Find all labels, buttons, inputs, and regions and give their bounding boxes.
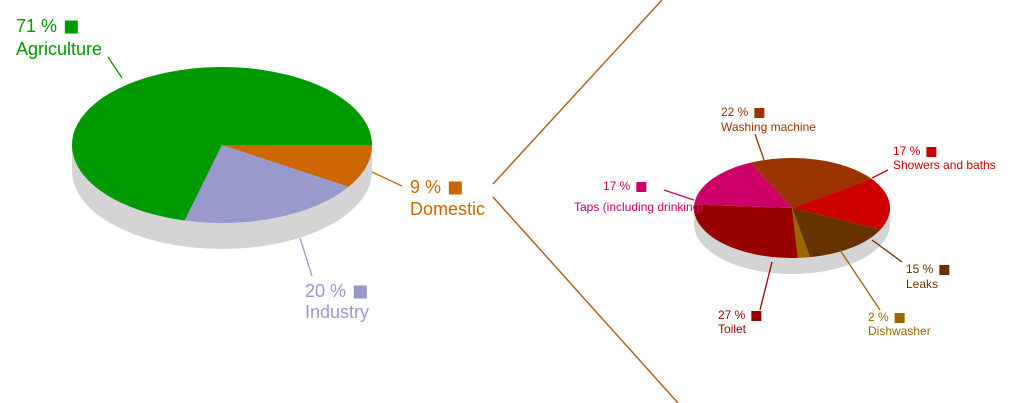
legend-swatch (751, 311, 762, 321)
legend-swatch (939, 265, 950, 275)
pie-slice (184, 145, 349, 223)
legend-swatch (353, 285, 367, 299)
value-label: 17 % (893, 144, 921, 158)
legend-swatch (894, 313, 905, 323)
value-label: 17 % (603, 179, 631, 193)
leader-line (107, 56, 123, 79)
value-label: 20 % (305, 281, 346, 301)
value-label: 2 % (868, 310, 889, 324)
leader-line (871, 239, 903, 263)
legend-swatch (636, 182, 647, 192)
category-label: Showers and baths (893, 158, 996, 172)
category-label: Industry (305, 302, 369, 322)
legend-swatch (754, 108, 765, 118)
category-label: Taps (including drinking) (574, 200, 703, 214)
leader-line (299, 237, 313, 277)
value-label: 71 % (16, 16, 57, 36)
category-label: Washing machine (721, 120, 816, 134)
category-label: Domestic (410, 199, 485, 219)
leader-line (759, 261, 773, 311)
pie-slice (750, 158, 872, 208)
pie-slice (792, 208, 881, 258)
legend-swatch (448, 181, 462, 195)
leader-line (371, 171, 403, 187)
leader-line (871, 169, 889, 179)
leader-line (754, 133, 765, 161)
pie-slice (694, 162, 792, 208)
pie-slice (693, 204, 798, 258)
value-label: 15 % (906, 262, 934, 276)
pie-slice (222, 145, 372, 187)
category-label: Dishwasher (868, 324, 931, 338)
pie-slice (792, 208, 811, 258)
connector-line (492, 0, 663, 185)
pie-slice (72, 67, 372, 221)
category-label: Leaks (906, 277, 938, 291)
leader-line (663, 189, 695, 201)
connector-line (492, 196, 679, 403)
pie: 71 % Agriculture 20 %Industry 9 %Domestic (16, 16, 485, 322)
value-label: 27 % (718, 308, 746, 322)
category-label: Agriculture (16, 39, 102, 59)
leader-line (839, 249, 881, 311)
legend-swatch (926, 147, 937, 157)
connector-lines (492, 0, 679, 403)
value-label: 9 % (410, 177, 441, 197)
pie-slice (792, 178, 890, 230)
legend-swatch (64, 20, 78, 34)
category-label: Toilet (718, 322, 747, 336)
value-label: 22 % (721, 105, 749, 119)
